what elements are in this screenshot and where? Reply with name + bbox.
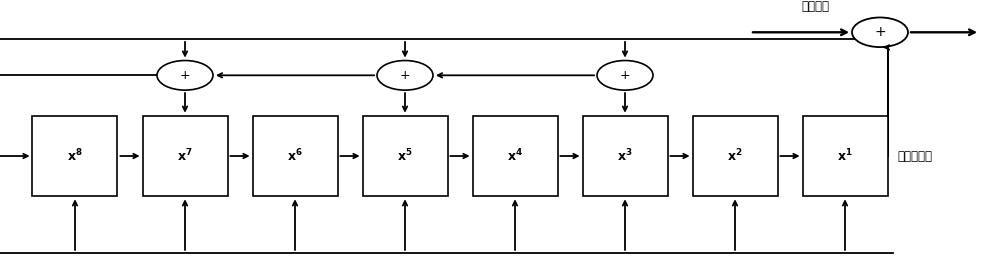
Text: $\mathbf{x^{3}}$: $\mathbf{x^{3}}$ (617, 148, 633, 164)
Bar (32, 116, 117, 196)
Text: $\mathbf{x^{1}}$: $\mathbf{x^{1}}$ (837, 148, 853, 164)
Ellipse shape (157, 61, 213, 90)
Ellipse shape (597, 61, 653, 90)
Bar (473, 116, 558, 196)
Bar (143, 116, 228, 196)
Text: $+$: $+$ (874, 25, 886, 39)
Ellipse shape (852, 17, 908, 47)
Text: 伪随机序列: 伪随机序列 (898, 150, 932, 162)
Text: $+$: $+$ (399, 69, 411, 82)
Text: $\mathbf{x^{8}}$: $\mathbf{x^{8}}$ (67, 148, 83, 164)
Bar (582, 116, 668, 196)
Text: 原始数据: 原始数据 (801, 1, 829, 13)
Text: $+$: $+$ (179, 69, 191, 82)
Text: $\mathbf{x^{7}}$: $\mathbf{x^{7}}$ (177, 148, 193, 164)
Bar (692, 116, 778, 196)
Text: $\mathbf{x^{4}}$: $\mathbf{x^{4}}$ (507, 148, 523, 164)
Ellipse shape (377, 61, 433, 90)
Bar (363, 116, 448, 196)
Text: $+$: $+$ (619, 69, 631, 82)
Text: $\mathbf{x^{6}}$: $\mathbf{x^{6}}$ (287, 148, 303, 164)
Bar (802, 116, 888, 196)
Bar (252, 116, 338, 196)
Text: $\mathbf{x^{5}}$: $\mathbf{x^{5}}$ (397, 148, 413, 164)
Text: $\mathbf{x^{2}}$: $\mathbf{x^{2}}$ (727, 148, 743, 164)
